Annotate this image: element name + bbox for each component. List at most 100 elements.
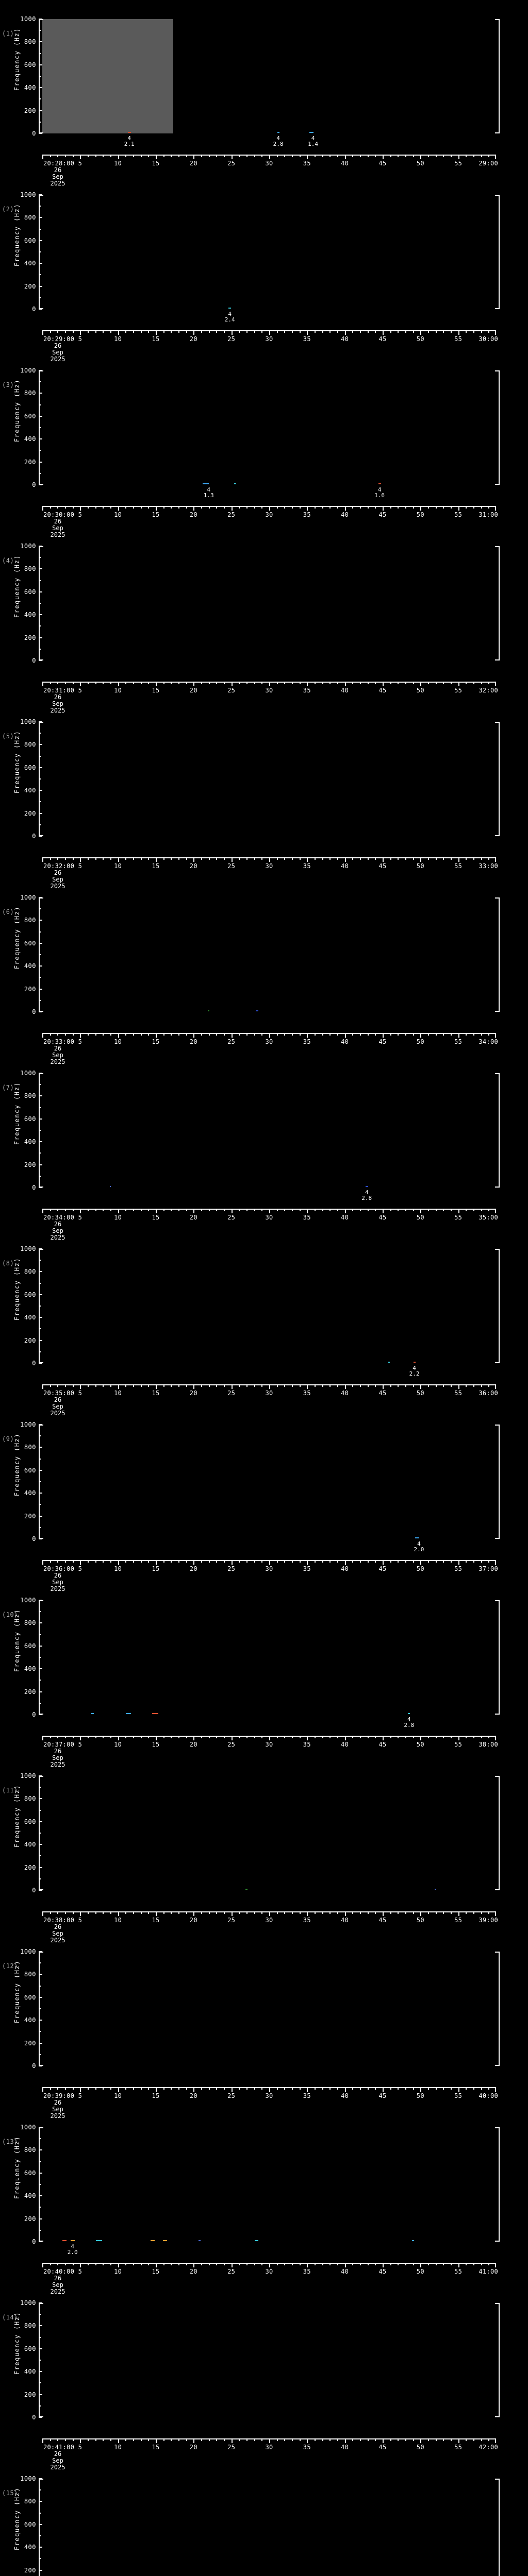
time-axis-minor-tick xyxy=(435,682,437,684)
time-axis-major-tick xyxy=(420,1736,422,1740)
detection-mark xyxy=(151,2240,155,2241)
time-axis-major-tick xyxy=(420,1033,422,1038)
time-axis-major-tick xyxy=(269,1736,270,1740)
time-axis-minor-tick xyxy=(367,1911,369,1914)
y-axis-tick xyxy=(39,568,42,570)
time-axis-minor-tick xyxy=(398,857,399,860)
time-axis-minor-tick xyxy=(186,155,187,157)
time-axis-tick-label: 45 xyxy=(378,2444,387,2451)
time-axis-minor-tick xyxy=(352,2087,354,2090)
y-axis-minor-tick xyxy=(39,206,41,207)
time-axis-minor-tick xyxy=(50,330,51,333)
time-axis-major-tick xyxy=(193,1560,195,1565)
time-axis-major-tick xyxy=(80,2087,81,2092)
time-axis-minor-tick xyxy=(292,506,293,509)
date-stack: 26 Sep 2025 xyxy=(47,870,68,890)
time-axis-minor-tick xyxy=(246,1560,248,1563)
time-axis-major-tick xyxy=(118,682,119,686)
y-axis-minor-tick xyxy=(39,30,41,31)
time-axis-minor-tick xyxy=(72,1736,74,1738)
spectrogram-panel: (8) Frequency (Hz) 0 200 400 600 800 1000 4 2.2 20… xyxy=(0,1241,528,1417)
time-axis-minor-tick xyxy=(428,1911,429,1914)
time-axis-major-tick xyxy=(42,1736,43,1740)
time-axis-minor-tick xyxy=(412,2438,414,2441)
y-axis-tick xyxy=(39,942,42,944)
time-axis-minor-tick xyxy=(224,2087,225,2090)
time-axis-end-label: 41:00 xyxy=(478,2268,498,2275)
time-axis-minor-tick xyxy=(329,330,331,333)
spectrogram-plot-area xyxy=(42,1776,496,1890)
time-axis-tick-label: 45 xyxy=(378,2268,387,2275)
time-axis-minor-tick xyxy=(57,1911,59,1914)
time-axis-minor-tick xyxy=(88,1736,89,1738)
time-axis-minor-tick xyxy=(398,1560,399,1563)
time-axis-minor-tick xyxy=(72,2087,74,2090)
time-axis-major-tick xyxy=(344,1209,346,1213)
y-axis-tick-label: 0 xyxy=(32,1711,36,1718)
y-axis-tick-label: 0 xyxy=(32,1184,36,1191)
time-axis-tick-label: 55 xyxy=(454,511,463,518)
time-axis-major-tick xyxy=(420,682,422,686)
y-axis-tick xyxy=(39,1515,42,1517)
time-axis-minor-tick xyxy=(201,1736,202,1738)
time-axis-minor-tick xyxy=(246,1209,248,1211)
time-axis-tick-label: 15 xyxy=(152,862,160,870)
detection-magnitude: 4 xyxy=(276,135,280,142)
time-axis-tick-label: 30 xyxy=(265,511,273,518)
date-month: Sep xyxy=(52,1227,63,1234)
time-axis-minor-tick xyxy=(208,2087,210,2090)
time-axis-minor-tick xyxy=(481,506,482,509)
time-axis-tick-label: 25 xyxy=(227,1214,236,1221)
y-axis-tick xyxy=(39,1271,42,1273)
y-axis-tick-label: 1000 xyxy=(20,718,36,725)
time-axis-minor-tick xyxy=(337,1911,338,1914)
detection-distance: 2.4 xyxy=(224,316,235,323)
time-axis-minor-tick xyxy=(375,1911,376,1914)
y-axis-minor-tick xyxy=(39,76,41,77)
detection-mark xyxy=(245,1888,248,1890)
spectrogram-panel: (7) Frequency (Hz) 0 200 400 600 800 1000 4 2.8 20… xyxy=(0,1065,528,1241)
time-axis-major-tick xyxy=(344,1911,346,1916)
time-axis-major-tick xyxy=(156,330,157,335)
time-axis-minor-tick xyxy=(133,2438,134,2441)
time-axis-minor-tick xyxy=(171,857,172,860)
y-axis-minor-tick xyxy=(39,381,41,383)
detection-magnitude: 4 xyxy=(71,2243,74,2250)
time-axis-minor-tick xyxy=(337,1209,338,1211)
panel-index-label: (6) xyxy=(2,908,14,916)
time-axis-tick-label: 40 xyxy=(341,1389,349,1397)
y-axis-tick xyxy=(39,19,42,20)
time-axis-minor-tick xyxy=(216,155,218,157)
time-axis-major-tick xyxy=(231,1209,233,1213)
time-axis-start-label: 20:39:00 xyxy=(43,2092,75,2099)
y-axis-right xyxy=(495,1425,500,1539)
time-axis-minor-tick xyxy=(473,1911,474,1914)
y-axis-tick xyxy=(39,1294,42,1295)
time-axis-minor-tick xyxy=(201,857,202,860)
time-axis-minor-tick xyxy=(224,330,225,333)
time-axis-tick-label: 10 xyxy=(114,1565,122,1572)
time-axis-minor-tick xyxy=(140,1209,142,1211)
time-axis-minor-tick xyxy=(488,2438,490,2441)
time-axis-major-tick xyxy=(193,1911,195,1916)
time-axis-minor-tick xyxy=(50,1384,51,1387)
time-axis-minor-tick xyxy=(390,1384,391,1387)
time-axis-minor-tick xyxy=(208,155,210,157)
time-axis-major-tick xyxy=(231,1911,233,1916)
time-axis-minor-tick xyxy=(322,2438,323,2441)
time-axis-minor-tick xyxy=(329,2263,331,2265)
time-axis-major-tick xyxy=(231,1033,233,1038)
time-axis-minor-tick xyxy=(481,1384,482,1387)
y-axis-minor-tick xyxy=(39,1657,41,1658)
time-axis-minor-tick xyxy=(299,1560,301,1563)
time-axis-minor-tick xyxy=(171,2263,172,2265)
time-axis-minor-tick xyxy=(451,2263,452,2265)
time-axis-major-tick xyxy=(80,682,81,686)
y-axis-minor-tick xyxy=(39,1962,41,1964)
y-axis-tick xyxy=(39,2020,42,2021)
time-axis-major-tick xyxy=(42,1384,43,1389)
time-axis-major-tick xyxy=(231,1560,233,1565)
time-axis-minor-tick xyxy=(375,330,376,333)
time-axis-minor-tick xyxy=(216,1560,218,1563)
time-axis xyxy=(42,330,496,335)
